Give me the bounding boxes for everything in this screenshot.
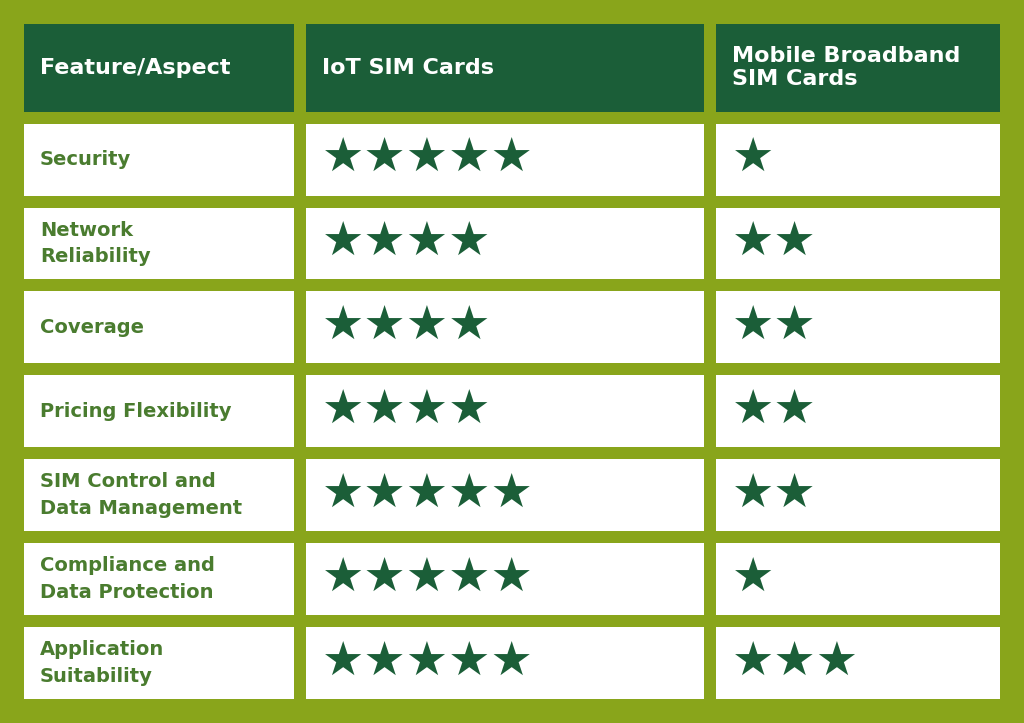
Text: Compliance and
Data Protection: Compliance and Data Protection [40, 557, 215, 602]
Bar [24, 543, 294, 615]
Text: ★★★★★: ★★★★★ [322, 473, 534, 518]
Text: ★★★★: ★★★★ [322, 221, 492, 266]
Text: ★★: ★★ [731, 305, 816, 350]
Text: Pricing Flexibility: Pricing Flexibility [40, 402, 231, 421]
Text: Network
Reliability: Network Reliability [40, 221, 151, 266]
Bar [305, 627, 703, 699]
Bar [305, 24, 703, 111]
Bar [305, 208, 703, 279]
Bar [716, 459, 1000, 531]
Text: ★★★: ★★★ [731, 641, 859, 685]
Bar [24, 208, 294, 279]
Text: ★★: ★★ [731, 221, 816, 266]
Text: ★★★★★: ★★★★★ [322, 137, 534, 182]
Bar [24, 459, 294, 531]
Text: Security: Security [40, 150, 131, 169]
Bar [305, 375, 703, 448]
Bar [24, 375, 294, 448]
Bar [24, 124, 294, 195]
Text: Application
Suitability: Application Suitability [40, 641, 164, 686]
Bar [716, 24, 1000, 111]
Bar [716, 627, 1000, 699]
Bar [305, 124, 703, 195]
Text: SIM Control and
Data Management: SIM Control and Data Management [40, 472, 242, 518]
Text: ★★: ★★ [731, 389, 816, 434]
Bar [24, 627, 294, 699]
Bar [716, 375, 1000, 448]
Text: IoT SIM Cards: IoT SIM Cards [322, 58, 494, 78]
Text: ★★★★★: ★★★★★ [322, 641, 534, 685]
Text: ★★★★★: ★★★★★ [322, 557, 534, 602]
Bar [716, 543, 1000, 615]
Text: ★★: ★★ [731, 473, 816, 518]
Bar [305, 291, 703, 364]
Bar [716, 208, 1000, 279]
Bar [716, 291, 1000, 364]
Bar [305, 459, 703, 531]
Text: Feature/Aspect: Feature/Aspect [40, 58, 230, 78]
Text: ★: ★ [731, 137, 774, 182]
Text: Mobile Broadband
SIM Cards: Mobile Broadband SIM Cards [731, 46, 959, 90]
Bar [24, 291, 294, 364]
Text: Coverage: Coverage [40, 318, 144, 337]
Bar [716, 124, 1000, 195]
Text: ★★★★: ★★★★ [322, 305, 492, 350]
Bar [305, 543, 703, 615]
Text: ★: ★ [731, 557, 774, 602]
Text: ★★★★: ★★★★ [322, 389, 492, 434]
Bar [24, 24, 294, 111]
